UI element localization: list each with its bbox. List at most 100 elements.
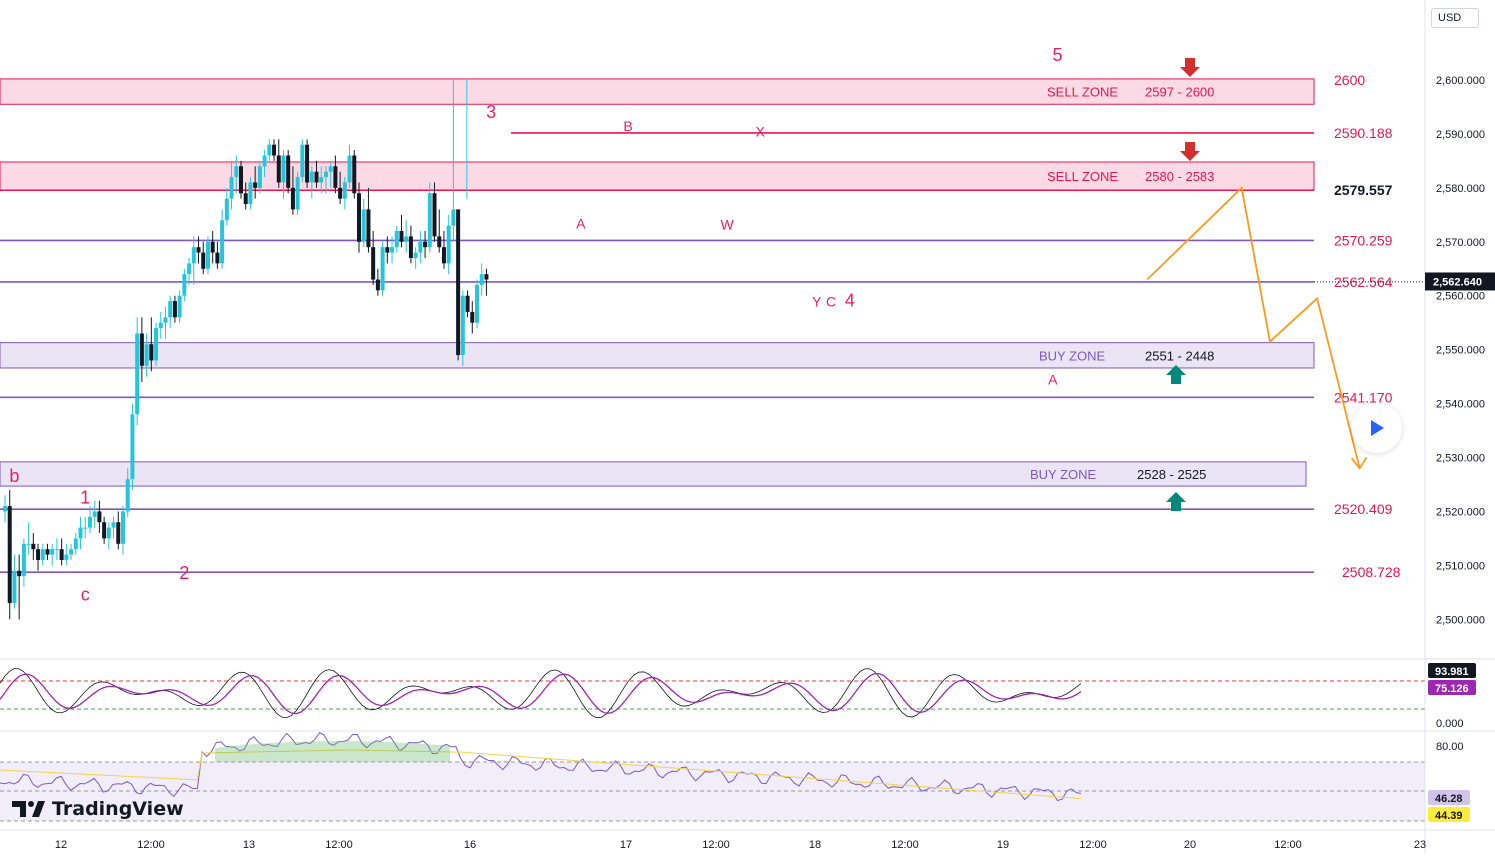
candle-body [366,209,371,248]
candle-body [139,333,144,366]
candle-body [36,549,41,560]
candle-body [470,311,475,323]
level-label: 2600 [1334,72,1365,88]
rsi-line [0,732,1082,802]
level-label: 2520.409 [1334,501,1393,517]
last-price-value: 2,562.640 [1433,276,1482,288]
zone-label: BUY ZONE [1030,467,1097,482]
candle-body [248,182,253,205]
candle-body [116,522,121,544]
time-axis-tick: 13 [243,839,255,851]
zone-box-sell-0 [0,78,1315,105]
wave-label: A [576,215,586,231]
candle-body [12,570,17,604]
stoch-d-badge [1428,680,1476,695]
candle-body [50,549,55,555]
candle-body [177,295,182,318]
sell-arrow-down-icon [1180,58,1200,77]
candle-body [465,295,470,312]
candle-body [215,252,220,264]
grid [0,0,1425,854]
candle-body [149,344,154,361]
candle-body [441,247,446,264]
candle-body [347,155,352,183]
candle-body [484,274,489,280]
forecast-layer [1146,186,1368,470]
candle-body [323,171,328,178]
candle-body [111,522,116,528]
time-axis-tick: 12:00 [702,839,730,851]
zone-box-buy-3 [0,461,1307,487]
candle-body [234,166,239,178]
candle-body [314,171,319,183]
wave-label: 4 [845,291,855,311]
candle-body [17,570,22,577]
candle-body [78,527,83,539]
time-axis-tick: 12:00 [325,839,353,851]
candle-body [338,187,343,199]
time-axis-tick: 12 [55,839,67,851]
wave-label: C [826,294,836,310]
candle-body [7,506,12,604]
currency-badge[interactable]: USD [1431,8,1479,28]
candle-body [423,241,428,248]
time-axis-tick: 12:00 [137,839,165,851]
candle-body [446,225,451,264]
candle-body [305,144,310,183]
price-axis-tick: 2,590.000 [1436,129,1485,141]
wave-label: Y [812,294,822,310]
candle-body [21,543,26,577]
forecast-arrowhead [1350,456,1368,470]
candle-body [125,479,130,512]
candle-body [130,414,135,480]
time-axis-tick: 12:00 [1079,839,1107,851]
candle-body [404,236,409,242]
candle-body [342,182,347,199]
candle-body [224,198,229,221]
rsi-ma-badge [1428,807,1470,822]
stoch-d-line [0,672,1082,715]
zone-box-buy-2 [0,342,1315,369]
candle-body [281,155,286,183]
wave-label: B [623,118,632,134]
rsi-level-label: 80.00 [1436,741,1464,753]
stoch-k-line [0,668,1082,719]
price-axis-tick: 2,540.000 [1436,399,1485,411]
level-label: 2590.188 [1334,125,1393,141]
candle-body [121,511,125,544]
candle-body [154,328,159,361]
price-axis-tick: 2,560.000 [1436,291,1485,303]
candle-body [191,247,196,264]
tradingview-logo[interactable]: TradingView [12,798,184,820]
zone-range: 2528 - 2525 [1137,467,1206,482]
time-axis-tick: 12:00 [891,839,919,851]
time-axis-tick: 12:00 [1274,839,1302,851]
wave-label: 2 [179,563,189,583]
rsi-ma-value: 44.39 [1435,810,1463,822]
price-axis-tick: 2,500.000 [1436,614,1485,626]
candle-body [390,247,395,253]
candle-body [97,511,102,523]
candle-body [59,549,64,560]
replay-play-button[interactable] [1352,403,1402,453]
zone-arrows-layer [1166,58,1200,511]
candle-body [375,279,380,291]
zone-label: BUY ZONE [1039,348,1106,363]
sell-arrow-down-icon [1180,142,1200,161]
candle-body [144,344,149,366]
price-axis-tick: 2,600.000 [1436,75,1485,87]
stoch-d-value: 75.126 [1435,683,1469,695]
candle-body [64,554,69,560]
candle-body [102,522,107,539]
plot-background [0,0,1425,854]
candle-body [272,144,277,156]
candle-body [460,295,465,356]
candle-body [253,182,258,188]
candle-body [451,209,456,226]
zone-range: 2580 - 2583 [1145,169,1214,184]
price-axis-tick: 2,550.000 [1436,345,1485,357]
level-label: 2562.564 [1334,274,1393,290]
candle-body [73,538,78,550]
candle-body [92,511,97,517]
